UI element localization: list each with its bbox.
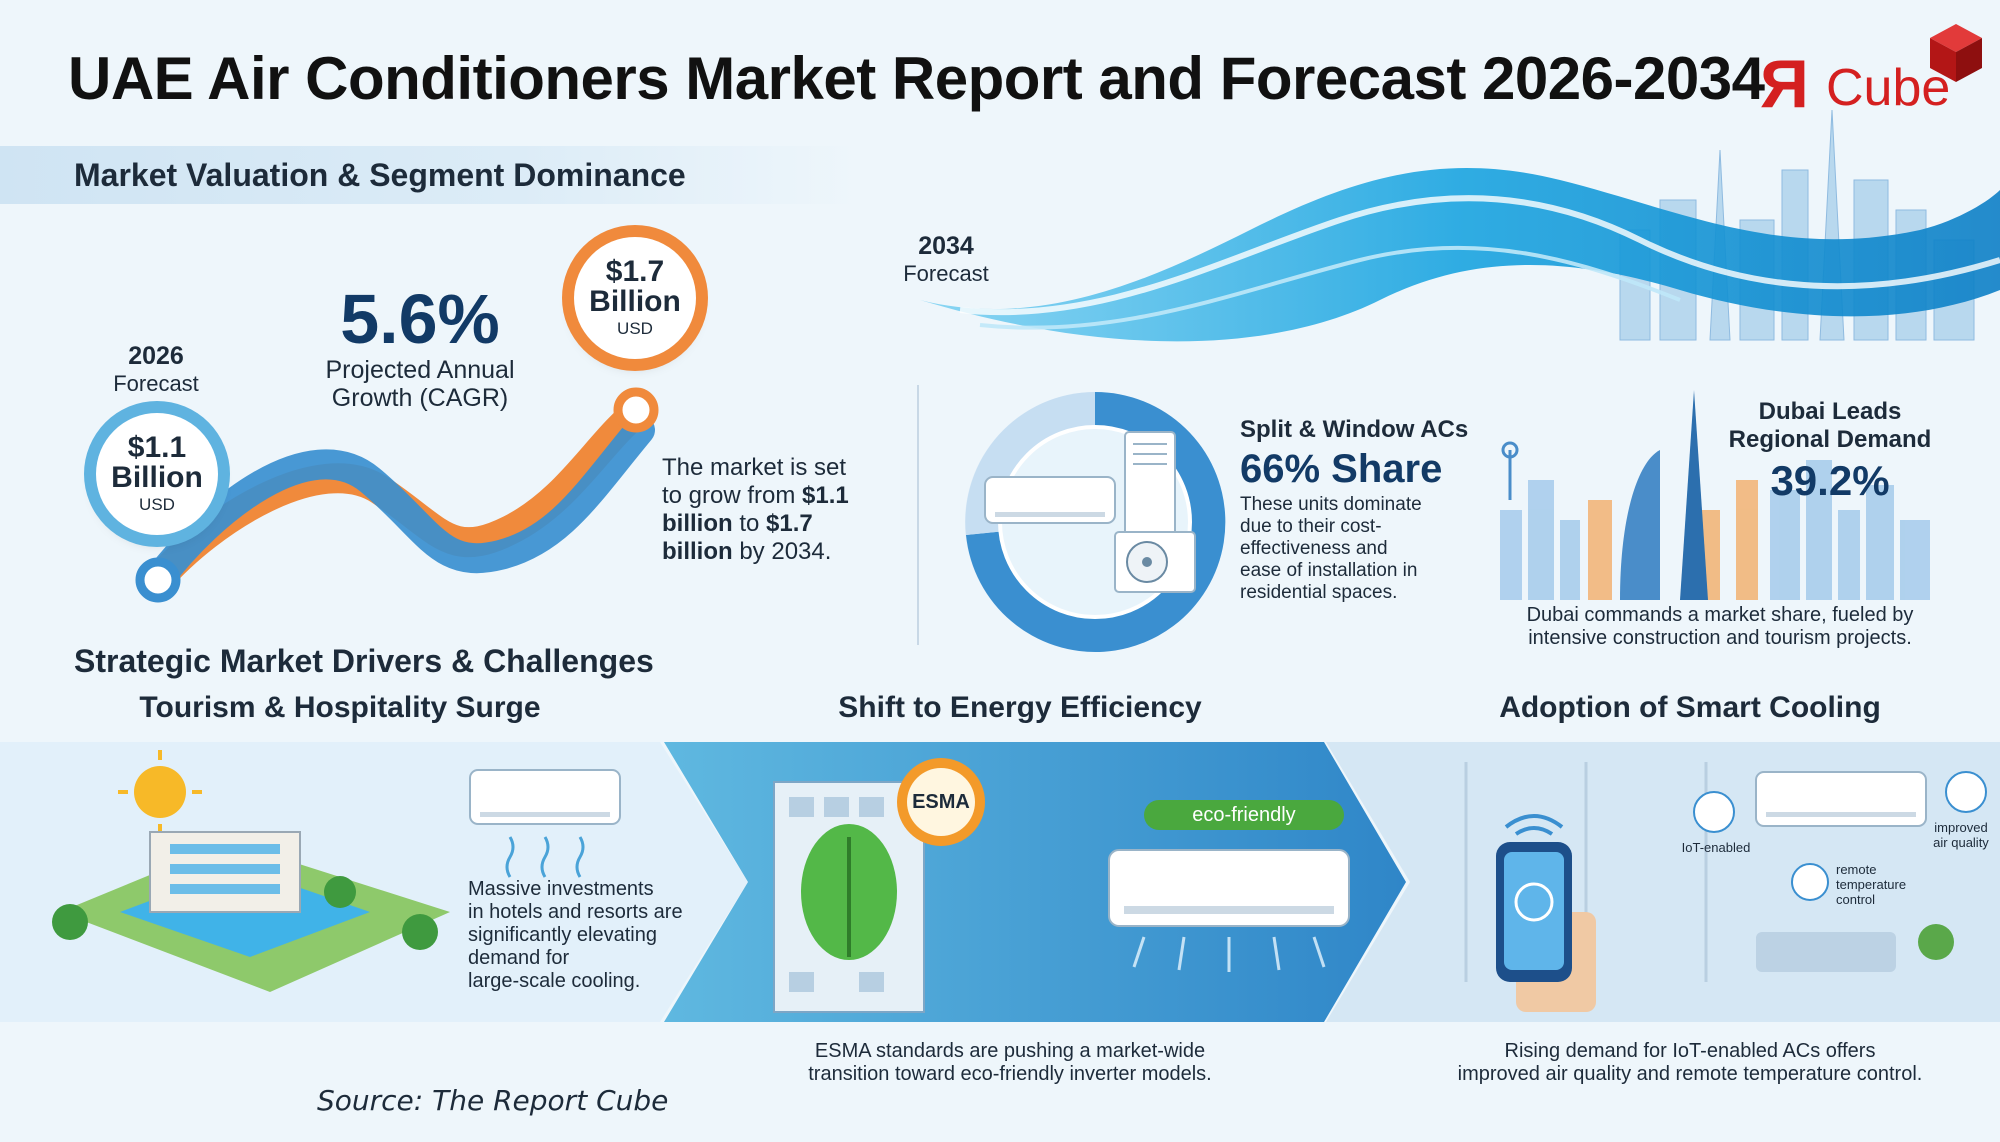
growth-curve: [135, 387, 659, 603]
segment-share-pie: [965, 391, 1226, 652]
valuation-heading: Market Valuation & Segment Dominance: [74, 157, 686, 193]
energy-panel: ESMA eco-friendly: [664, 742, 1406, 1022]
remote-label: remote temperature control: [1836, 862, 1907, 907]
start-currency: USD: [139, 495, 175, 514]
wall-ac-icon: [469, 769, 621, 825]
summary-line3: billion to $1.7: [662, 510, 813, 537]
cagr-label-line1: Projected Annual: [325, 356, 515, 384]
segment-desc-4: ease of installation in: [1240, 560, 1418, 581]
end-unit: Billion: [589, 285, 681, 318]
end-value-bubble: $1.7 Billion USD: [574, 237, 696, 359]
smart-ac-icon: [1755, 771, 1927, 827]
start-amount: $1.1: [127, 431, 187, 464]
iot-icon: [1693, 791, 1735, 833]
start-marker: [135, 557, 181, 603]
air-quality-icon: [1945, 771, 1987, 813]
smart-caption: Rising demand for IoT-enabled ACs offers…: [1457, 1040, 1923, 1085]
section-band: [0, 146, 860, 204]
summary-line2: to grow from $1.1: [662, 482, 849, 509]
end-year: 2034: [918, 232, 974, 260]
end-label: Forecast: [903, 261, 989, 286]
start-label: Forecast: [113, 371, 199, 396]
cagr-value: 5.6%: [340, 280, 500, 358]
split-ac-icon: [984, 476, 1116, 524]
dubai-block: Dubai Leads Regional Demand 39.2%: [1690, 398, 1970, 508]
driver-title-energy: Shift to Energy Efficiency: [838, 691, 1202, 724]
summary-line1: The market is set: [662, 454, 847, 481]
segment-desc-3: effectiveness and: [1240, 538, 1388, 559]
esma-badge-text: ESMA: [912, 791, 970, 813]
smart-panel: IoT-enabled improved air quality remote …: [1326, 742, 2000, 1022]
iot-label: IoT-enabled: [1681, 840, 1751, 855]
segment-block: Split & Window ACs 66% Share These units…: [1240, 416, 1490, 604]
segment-title: Split & Window ACs: [1240, 416, 1469, 443]
start-year: 2026: [128, 342, 184, 370]
eco-friendly-text: eco-friendly: [1192, 804, 1296, 826]
cagr-block: 5.6% Projected Annual Growth (CAGR): [300, 282, 540, 412]
logo: Я Cube: [1760, 10, 1992, 120]
dubai-share: 39.2%: [1770, 457, 1890, 504]
dubai-title-line2: Regional Demand: [1728, 426, 1932, 453]
segment-share: 66% Share: [1240, 447, 1443, 491]
driver-title-tourism: Tourism & Hospitality Surge: [139, 691, 541, 724]
floor-ac-icon: [1124, 431, 1176, 553]
end-forecast-label: 2034 Forecast: [886, 232, 1006, 287]
summary-line4: billion by 2034.: [662, 538, 832, 565]
vertical-divider: [917, 385, 919, 645]
wifi-icon: [1504, 814, 1564, 829]
start-forecast-label: 2026 Forecast: [96, 342, 216, 397]
start-value-bubble: $1.1 Billion USD: [96, 413, 218, 535]
start-unit: Billion: [111, 461, 203, 494]
dubai-skyline-illustration: [1500, 390, 1930, 600]
driver-title-smart: Adoption of Smart Cooling: [1499, 691, 1881, 724]
end-currency: USD: [617, 319, 653, 338]
inverter-ac-icon: [1108, 849, 1350, 927]
logo-mark: Я: [1760, 46, 1809, 122]
page-title: UAE Air Conditioners Market Report and F…: [68, 45, 1765, 112]
dubai-description: Dubai commands a market share, fueled by…: [1526, 604, 1914, 649]
tourism-panel: Massive investments in hotels and resort…: [0, 742, 748, 1022]
cagr-label-line2: Growth (CAGR): [331, 384, 509, 412]
esma-badge-icon: [897, 758, 985, 846]
end-amount: $1.7: [605, 255, 665, 288]
segment-desc-5: residential spaces.: [1240, 582, 1398, 603]
logo-cube-icon: [1930, 24, 1982, 82]
sofa-icon: [1756, 932, 1896, 972]
plant-icon: [1918, 924, 1954, 960]
air-quality-label: improved air quality: [1933, 820, 1989, 850]
source-note: Source: The Report Cube: [317, 1084, 669, 1117]
outdoor-unit-icon: [1114, 531, 1196, 593]
eco-friendly-tag: [1144, 800, 1344, 830]
growth-summary: The market is set to grow from $1.1 bill…: [662, 454, 942, 566]
dubai-title-line1: Dubai Leads: [1758, 398, 1902, 425]
thermometer-icon: [1791, 863, 1829, 901]
segment-desc-2: due to their cost-: [1240, 516, 1382, 537]
tourism-text: Massive investments in hotels and resort…: [468, 878, 683, 992]
wave-skyline-illustration: [920, 110, 2000, 342]
energy-caption: ESMA standards are pushing a market-wide…: [808, 1040, 1212, 1085]
end-marker: [613, 387, 659, 433]
segment-desc-1: These units dominate: [1240, 494, 1422, 515]
drivers-heading: Strategic Market Drivers & Challenges: [74, 643, 654, 679]
logo-text: Cube: [1826, 59, 1951, 117]
